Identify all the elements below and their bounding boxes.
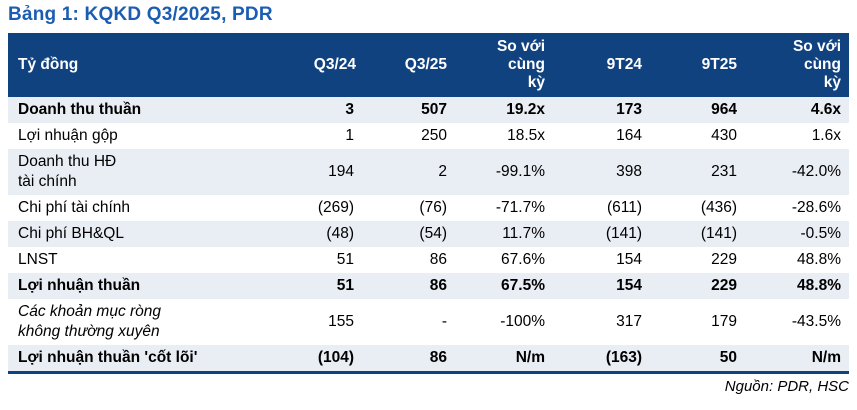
row-value: -43.5%: [791, 313, 841, 330]
column-header: Q3/25: [362, 33, 455, 97]
row-value: 18.5x: [507, 127, 545, 144]
source-note: Nguồn: PDR, HSC: [724, 378, 849, 395]
row-value: (141): [650, 221, 745, 247]
table-row: LNST 51 86 67.6% 154 229 48.8%: [8, 247, 849, 273]
row-value: 86: [362, 273, 455, 299]
row-value: (611): [606, 199, 642, 216]
row-value: 317: [616, 313, 642, 330]
column-header-text: Q3/24: [313, 56, 356, 73]
row-label: Doanh thu thuần: [8, 97, 290, 123]
row-value: 250: [421, 127, 447, 144]
column-header-text: So với cùng kỳ: [792, 38, 841, 91]
column-header: 9T25: [650, 33, 745, 97]
row-value: 51: [290, 273, 362, 299]
report-page: Bảng 1: KQKD Q3/2025, PDR Tỷ đồng Q3/24 Q3…: [8, 4, 849, 395]
row-value: (54): [362, 221, 455, 247]
row-label: Chi phí tài chính: [18, 199, 131, 216]
row-value: 398: [553, 149, 650, 195]
column-header: Q3/24: [290, 33, 362, 97]
row-value: (163): [553, 345, 650, 373]
row-value: 4.6x: [745, 97, 849, 123]
row-value: 86: [429, 251, 447, 268]
table-row: Doanh thu thuần 3 507 19.2x 173 964 4.6x: [8, 97, 849, 123]
row-value: -: [441, 313, 447, 330]
table-row: Chi phí BH&QL (48) (54) 11.7% (141) (141) -0.5…: [8, 221, 849, 247]
column-header-text: So với cùng kỳ: [496, 38, 545, 91]
row-value: (141): [553, 221, 650, 247]
kqkd-results-table: Tỷ đồng Q3/24 Q3/25 So với cùng kỳ 9T24 9T25 S…: [8, 33, 849, 374]
row-label: Lợi nhuận gộp: [18, 127, 118, 144]
table-body: Doanh thu thuần 3 507 19.2x 173 964 4.6x Lợi nh…: [8, 97, 849, 373]
column-header-text: Q3/25: [404, 56, 447, 73]
row-value: 86: [362, 345, 455, 373]
column-header: So với cùng kỳ: [455, 33, 553, 97]
row-value: 194: [290, 149, 362, 195]
row-label: Lợi nhuận thuần: [8, 273, 290, 299]
row-value: -100%: [500, 313, 545, 330]
row-label: Doanh thu HĐ tài chính: [8, 149, 290, 195]
header-row: Tỷ đồng Q3/24 Q3/25 So với cùng kỳ 9T24 9T25 S…: [8, 33, 849, 97]
row-value: 48.8%: [745, 273, 849, 299]
row-value: 507: [362, 97, 455, 123]
table-row: Lợi nhuận thuần 51 86 67.5% 154 229 48.8%: [8, 273, 849, 299]
row-value: 11.7%: [455, 221, 553, 247]
column-header-unit: Tỷ đồng: [8, 33, 290, 97]
row-label: Chi phí BH&QL: [8, 221, 290, 247]
row-value: 154: [553, 273, 650, 299]
row-value: 229: [711, 251, 737, 268]
row-value: (76): [419, 199, 447, 216]
table-row: Chi phí tài chính (269) (76) -71.7% (611) (43…: [8, 195, 849, 221]
row-value: 154: [616, 251, 642, 268]
row-value: 964: [650, 97, 745, 123]
row-value: 1: [345, 127, 354, 144]
row-value: (269): [317, 199, 354, 216]
row-value: N/m: [455, 345, 553, 373]
column-header: 9T24: [553, 33, 650, 97]
table-row: Doanh thu HĐ tài chính 194 2 -99.1% 398 231 -4…: [8, 149, 849, 195]
row-value: -0.5%: [745, 221, 849, 247]
row-value: 179: [711, 313, 737, 330]
row-value: (104): [290, 345, 362, 373]
row-value: 50: [650, 345, 745, 373]
row-value: (436): [700, 199, 737, 216]
row-label: Các khoản mục ròng không thường xuyên: [18, 303, 162, 340]
row-value: 231: [650, 149, 745, 195]
row-value: 2: [362, 149, 455, 195]
row-value: 67.6%: [501, 251, 545, 268]
table-title: Bảng 1: KQKD Q3/2025, PDR: [8, 4, 273, 25]
row-value: 164: [616, 127, 642, 144]
row-value: 67.5%: [455, 273, 553, 299]
row-value: 3: [290, 97, 362, 123]
row-value: 48.8%: [797, 251, 841, 268]
row-value: -28.6%: [791, 199, 841, 216]
row-value: 430: [711, 127, 737, 144]
row-value: 51: [336, 251, 354, 268]
row-value: -42.0%: [745, 149, 849, 195]
table-row: Lợi nhuận gộp 1 250 18.5x 164 430 1.6x: [8, 123, 849, 149]
row-value: 173: [553, 97, 650, 123]
row-value: N/m: [745, 345, 849, 373]
column-header-text: 9T25: [701, 56, 737, 73]
row-label: LNST: [18, 251, 58, 268]
row-value: -99.1%: [455, 149, 553, 195]
row-value: 19.2x: [455, 97, 553, 123]
row-value: 229: [650, 273, 745, 299]
table-row: Các khoản mục ròng không thường xuyên 155…: [8, 299, 849, 345]
column-header-text: 9T24: [606, 56, 642, 73]
row-label: Lợi nhuận thuần 'cốt lõi': [8, 345, 290, 373]
column-header: So với cùng kỳ: [745, 33, 849, 97]
row-value: -71.7%: [495, 199, 545, 216]
table-row: Lợi nhuận thuần 'cốt lõi' (104) 86 N/m (163)…: [8, 345, 849, 373]
row-value: (48): [290, 221, 362, 247]
row-value: 155: [328, 313, 354, 330]
row-value: 1.6x: [811, 127, 841, 144]
